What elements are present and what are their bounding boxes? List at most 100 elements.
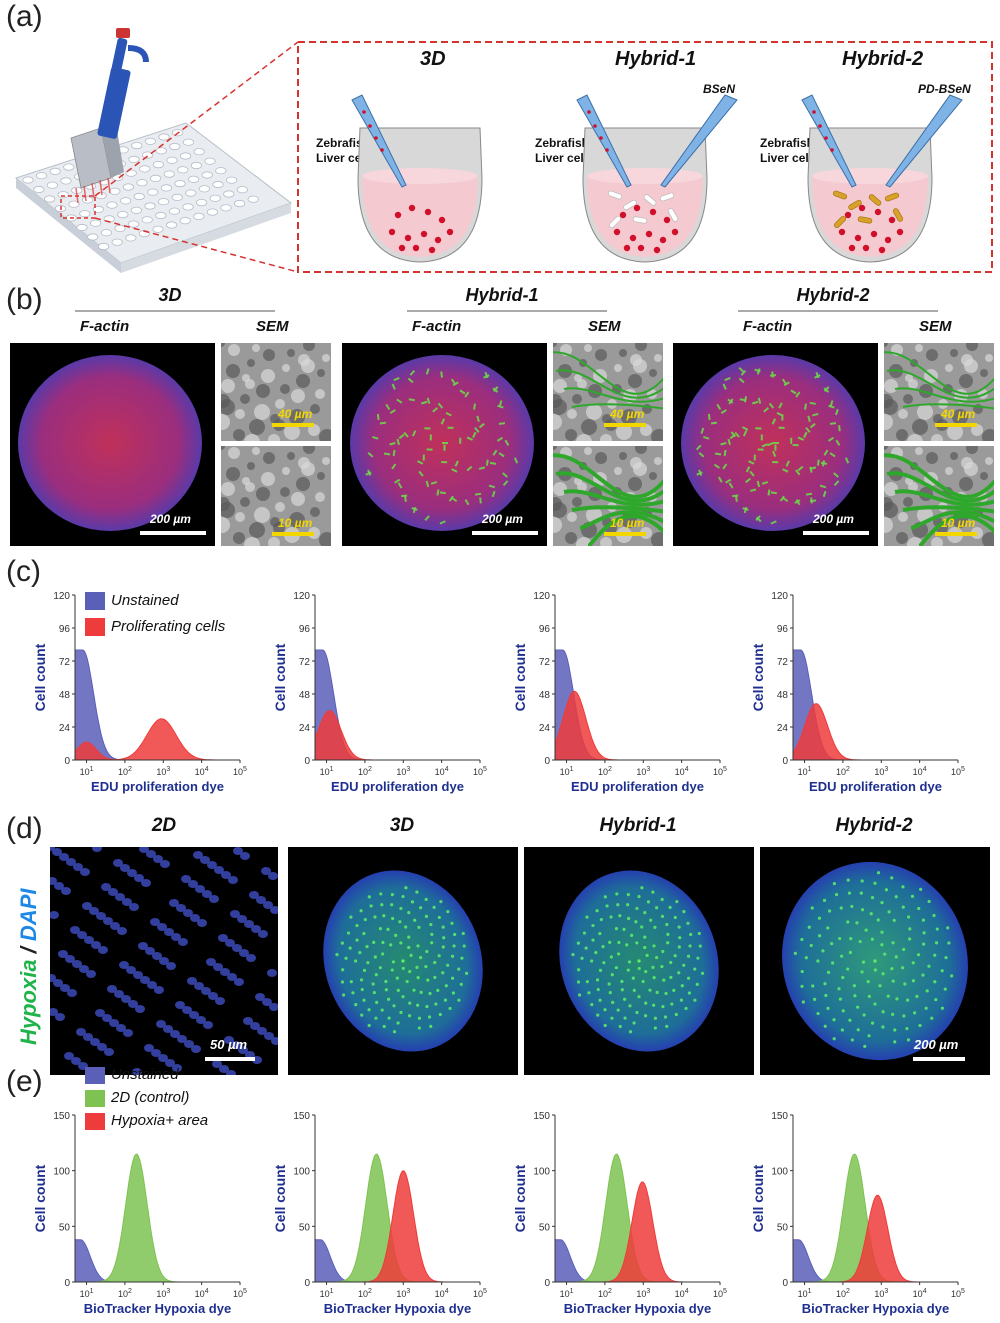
condition-title: Hybrid-1 <box>615 48 697 70</box>
x-tick-label: 101 <box>320 1288 334 1299</box>
y-tick-label: 100 <box>771 1167 788 1178</box>
y-tick-label: 120 <box>293 591 310 602</box>
highlighted-well <box>60 195 96 219</box>
y-tick-label: 0 <box>304 756 310 767</box>
legend-label-proliferating: Proliferating cells <box>111 618 226 635</box>
sem-image <box>553 446 663 546</box>
series-hypoxia-area <box>315 1170 480 1283</box>
y-axis-label: Cell count <box>272 1164 288 1232</box>
histogram-chart: 0 24 48 72 96 120 101 102 103 104 105 EDU prolifera… <box>32 591 247 794</box>
hypoxia-label: Hypoxia <box>16 959 41 1045</box>
y-tick-label: 150 <box>293 1111 310 1122</box>
y-axis-label: Cell count <box>512 643 528 711</box>
legend-swatch-2d <box>85 1090 105 1107</box>
series-hypoxia-area <box>793 1194 958 1283</box>
sem-scale-label: 10 µm <box>941 516 976 530</box>
y-tick-label: 100 <box>533 1167 550 1178</box>
y-axis-label: Cell count <box>512 1164 528 1232</box>
y-tick-label: 24 <box>59 723 71 734</box>
group-title: Hybrid-2 <box>796 285 870 305</box>
y-tick-label: 96 <box>539 624 551 635</box>
scale-bar <box>472 531 538 535</box>
y-tick-label: 0 <box>64 756 70 767</box>
panel-d-side-label: Hypoxia / DAPI <box>16 889 42 1046</box>
scale-bar <box>913 1057 965 1061</box>
x-tick-label: 105 <box>951 766 965 777</box>
hypoxia-image <box>288 847 518 1075</box>
x-tick-label: 103 <box>636 766 650 777</box>
x-tick-label: 103 <box>396 766 410 777</box>
x-tick-label: 105 <box>473 1288 487 1299</box>
legend-swatch-hypoxia <box>85 1113 105 1130</box>
sem-scale-label: 40 µm <box>278 407 313 421</box>
y-tick-label: 96 <box>59 624 71 635</box>
x-tick-label: 103 <box>874 1288 888 1299</box>
x-tick-label: 102 <box>836 1288 850 1299</box>
y-tick-label: 0 <box>544 1278 550 1289</box>
histogram-chart: 0 24 48 72 96 120 101 102 103 104 105 EDU prolifera… <box>512 591 727 794</box>
x-tick-label: 104 <box>913 1288 927 1299</box>
sem-scale-label: 10 µm <box>278 516 313 530</box>
y-tick-label: 48 <box>539 690 551 701</box>
series-proliferating-cells <box>554 690 720 761</box>
legend-swatch-unstained <box>85 592 105 610</box>
scale-bar <box>803 531 869 535</box>
subtitle-sem: SEM <box>919 318 952 335</box>
condition-hybrid-2: Hybrid-2 Zebrafish Liver cells PD-BSeN <box>760 48 980 268</box>
scale-bar-label: 200 µm <box>914 1037 959 1052</box>
subtitle-factin: F-actin <box>412 318 462 335</box>
hypoxia-panel-title: Hybrid-2 <box>835 815 913 836</box>
x-tick-label: 102 <box>118 1288 132 1299</box>
y-axis-label: Cell count <box>32 1164 48 1232</box>
subtitle-sem: SEM <box>256 318 289 335</box>
sem-scale-bar <box>604 423 646 427</box>
x-axis-label: EDU proliferation dye <box>571 779 704 794</box>
y-axis-label: Cell count <box>750 643 766 711</box>
subtitle-factin: F-actin <box>743 318 793 335</box>
y-tick-label: 0 <box>64 1278 70 1289</box>
y-axis-label: Cell count <box>750 1164 766 1232</box>
x-axis-label: BioTracker Hypoxia dye <box>802 1301 949 1316</box>
y-tick-label: 100 <box>53 1167 70 1178</box>
y-tick-label: 96 <box>777 624 789 635</box>
y-tick-label: 24 <box>299 723 311 734</box>
subtitle-sem: SEM <box>588 318 621 335</box>
x-tick-label: 103 <box>396 1288 410 1299</box>
y-axis-label: Cell count <box>32 643 48 711</box>
y-tick-label: 150 <box>533 1111 550 1122</box>
legend-label-unstained: Unstained <box>111 1066 179 1083</box>
well-plate-illustration <box>14 28 293 273</box>
y-tick-label: 50 <box>59 1222 71 1233</box>
pipette-icon <box>70 28 149 204</box>
cell-label-line1: Zebrafish <box>316 136 371 150</box>
x-tick-label: 102 <box>118 766 132 777</box>
group-divider <box>738 310 938 312</box>
y-tick-label: 24 <box>777 723 789 734</box>
sem-scale-bar <box>604 532 646 536</box>
legend-label-unstained: Unstained <box>111 592 179 609</box>
sem-image <box>884 446 994 546</box>
x-tick-label: 104 <box>435 1288 449 1299</box>
subtitle-factin: F-actin <box>80 318 130 335</box>
hypoxia-image <box>760 847 990 1075</box>
panel-b-label: (b) <box>6 283 43 316</box>
hypoxia-panel-title: 2D <box>151 815 177 836</box>
x-tick-label: 105 <box>951 1288 965 1299</box>
x-tick-label: 104 <box>675 1288 689 1299</box>
series-2d-control- <box>75 1153 240 1283</box>
x-tick-label: 104 <box>913 766 927 777</box>
x-tick-label: 103 <box>156 1288 170 1299</box>
label-separator: / <box>16 941 41 960</box>
cell-label-line2: Liver cells <box>760 151 819 165</box>
hypoxia-panel-title: Hybrid-1 <box>599 815 677 836</box>
x-axis-label: BioTracker Hypoxia dye <box>564 1301 711 1316</box>
series-proliferating-cells <box>314 710 480 761</box>
x-tick-label: 102 <box>358 766 372 777</box>
x-tick-label: 104 <box>195 766 209 777</box>
histogram-chart: 0 24 48 72 96 120 101 102 103 104 105 EDU prolifera… <box>272 591 487 794</box>
y-tick-label: 96 <box>299 624 311 635</box>
x-tick-label: 103 <box>156 766 170 777</box>
